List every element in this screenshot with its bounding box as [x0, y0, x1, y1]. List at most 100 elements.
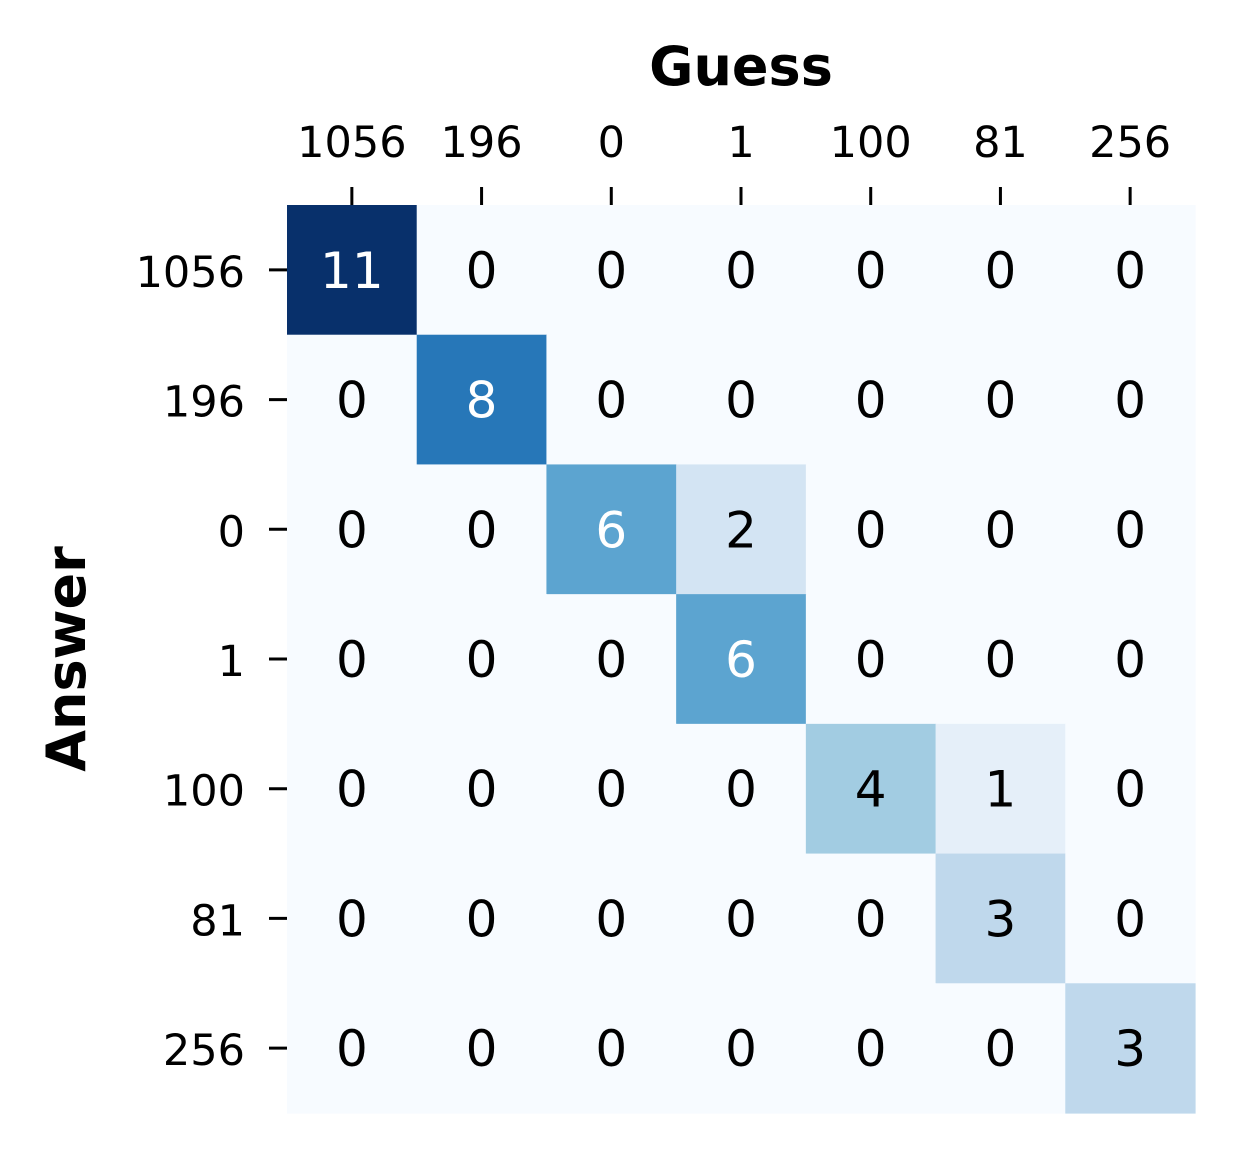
heatmap-cell	[676, 205, 807, 336]
y-axis-ticks: 1056 196 0 1 100 81 256	[136, 248, 287, 1076]
cell-value-label: 0	[466, 761, 498, 819]
cell-value-label: 0	[985, 372, 1017, 430]
cell-value-label: 4	[855, 761, 887, 819]
heatmap-cell	[805, 334, 937, 466]
cell-value-label: 6	[595, 501, 627, 559]
cell-value-label: 0	[336, 1020, 368, 1078]
cell-value-label: 0	[985, 242, 1017, 300]
cell-value-label: 0	[336, 631, 368, 689]
y-tick-label: 196	[163, 378, 245, 428]
cell-value-label: 0	[725, 1020, 757, 1078]
heatmap-cell	[416, 464, 548, 595]
heatmap-cell	[676, 983, 807, 1114]
x-tick-label: 0	[598, 118, 625, 168]
cell-value-label: 3	[985, 890, 1017, 948]
cell-value-label: 0	[985, 501, 1017, 559]
heatmap-cell	[676, 594, 807, 725]
cell-value-label: 8	[466, 372, 498, 430]
heatmap-cell	[676, 723, 807, 855]
y-tick-label: 81	[190, 896, 245, 946]
cell-value-label: 0	[855, 242, 887, 300]
cell-value-label: 0	[1114, 501, 1146, 559]
cell-value-label: 0	[595, 372, 627, 430]
y-tick-label: 1	[218, 637, 245, 687]
cell-value-label: 0	[466, 631, 498, 689]
heatmap-cell	[546, 205, 677, 336]
heatmap-cell	[1065, 205, 1196, 336]
heatmap-cell	[676, 853, 807, 984]
cell-value-label: 0	[466, 1020, 498, 1078]
heatmap-cell	[546, 594, 677, 725]
cell-value-label: 0	[855, 501, 887, 559]
heatmap-cell	[935, 205, 1066, 336]
heatmap-annotations: 11 0 0 0 0 0 0 0 8 0 0 0 0 0 0 0 6 2 0 0 0 0 0 0 6 0 0 0 0 0 0 0 4 1 0 0 0 0 0…	[320, 242, 1146, 1078]
x-tick-label: 1056	[297, 118, 406, 168]
cell-value-label: 0	[855, 1020, 887, 1078]
heatmap-cell	[1065, 464, 1196, 595]
heatmap-cell	[287, 464, 418, 595]
heatmap-cells	[287, 205, 1196, 1114]
heatmap-cell	[287, 594, 418, 725]
cell-value-label: 0	[985, 631, 1017, 689]
heatmap-cell	[287, 723, 418, 855]
heatmap-cell	[416, 983, 548, 1114]
cell-value-label: 1	[985, 761, 1017, 819]
cell-value-label: 0	[595, 631, 627, 689]
cell-value-label: 0	[725, 242, 757, 300]
x-axis-ticks: 1056 196 0 1 100 81 256	[297, 118, 1171, 205]
heatmap-cell	[287, 205, 418, 336]
cell-value-label: 11	[320, 242, 384, 300]
heatmap-cell	[546, 334, 677, 466]
cell-value-label: 0	[855, 372, 887, 430]
heatmap-cell	[546, 853, 677, 984]
x-tick-label: 100	[830, 118, 912, 168]
heatmap-cell	[416, 334, 548, 466]
heatmap-cell	[546, 983, 677, 1114]
cell-value-label: 0	[1114, 372, 1146, 430]
heatmap-cell	[935, 983, 1066, 1114]
cell-value-label: 0	[466, 501, 498, 559]
heatmap-cell	[1065, 334, 1196, 466]
cell-value-label: 6	[725, 631, 757, 689]
heatmap-cell	[935, 723, 1066, 855]
heatmap-cell	[287, 853, 418, 984]
heatmap-cell	[676, 464, 807, 595]
heatmap-cell	[416, 853, 548, 984]
heatmap-cell	[287, 983, 418, 1114]
cell-value-label: 0	[985, 1020, 1017, 1078]
cell-value-label: 0	[725, 890, 757, 948]
heatmap-cell	[416, 205, 548, 336]
heatmap-cell	[416, 723, 548, 855]
cell-value-label: 0	[336, 501, 368, 559]
cell-value-label: 0	[336, 761, 368, 819]
cell-value-label: 0	[1114, 242, 1146, 300]
y-tick-label: 256	[163, 1026, 245, 1076]
heatmap-cell	[287, 334, 418, 466]
cell-value-label: 0	[1114, 631, 1146, 689]
heatmap-cell	[676, 334, 807, 466]
heatmap-cell	[805, 464, 937, 595]
cell-value-label: 0	[595, 761, 627, 819]
heatmap-cell	[416, 594, 548, 725]
x-axis-title: Guess	[649, 35, 833, 98]
cell-value-label: 0	[595, 242, 627, 300]
cell-value-label: 0	[466, 890, 498, 948]
heatmap-cell	[546, 723, 677, 855]
y-tick-label: 0	[218, 507, 245, 557]
cell-value-label: 3	[1114, 1020, 1146, 1078]
cell-value-label: 0	[1114, 761, 1146, 819]
heatmap-cell	[1065, 853, 1196, 984]
cell-value-label: 0	[725, 372, 757, 430]
heatmap-cell	[546, 464, 677, 595]
heatmap-cell	[935, 464, 1066, 595]
y-axis-title: Answer	[35, 546, 98, 772]
heatmap-cell	[1065, 594, 1196, 725]
heatmap-cell	[805, 853, 937, 984]
heatmap-cell	[1065, 983, 1196, 1114]
heatmap-cell	[805, 594, 937, 725]
heatmap-cell	[805, 205, 937, 336]
x-tick-label: 1	[727, 118, 754, 168]
heatmap-cell	[805, 723, 937, 855]
